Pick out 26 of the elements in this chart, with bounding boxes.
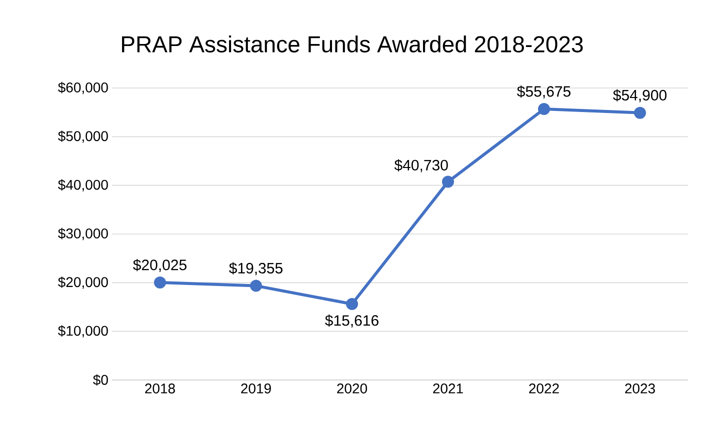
y-tick-label: $10,000	[58, 325, 108, 338]
data-label: $54,900	[613, 89, 667, 102]
data-label: $40,730	[394, 159, 448, 172]
x-tick-label: 2018	[145, 384, 175, 394]
y-tick-label: $20,000	[58, 276, 108, 289]
y-tick-label: $30,000	[58, 228, 108, 240]
x-tick-label: 2022	[529, 384, 559, 394]
y-tick-label: $50,000	[58, 130, 108, 143]
y-tick-label: $40,000	[58, 179, 108, 192]
point	[346, 298, 358, 310]
data-label: $19,355	[229, 262, 282, 276]
data-label: $20,025	[133, 258, 186, 272]
x-tick-label: 2021	[433, 384, 463, 394]
y-tick-label: $0	[93, 374, 108, 386]
point	[250, 280, 262, 292]
data-label: $15,616	[325, 314, 378, 328]
x-tick-label: 2019	[241, 384, 271, 394]
point	[634, 106, 646, 119]
x-tick-label: 2023	[625, 384, 655, 394]
data-label: $55,675	[517, 85, 570, 99]
point	[154, 276, 166, 289]
point	[538, 103, 550, 116]
x-tick-label: 2020	[337, 384, 368, 394]
point	[442, 176, 454, 188]
chart-title: PRAP Assistance Funds Awarded 2018-2023	[122, 36, 583, 52]
y-tick-label: $60,000	[58, 82, 108, 94]
